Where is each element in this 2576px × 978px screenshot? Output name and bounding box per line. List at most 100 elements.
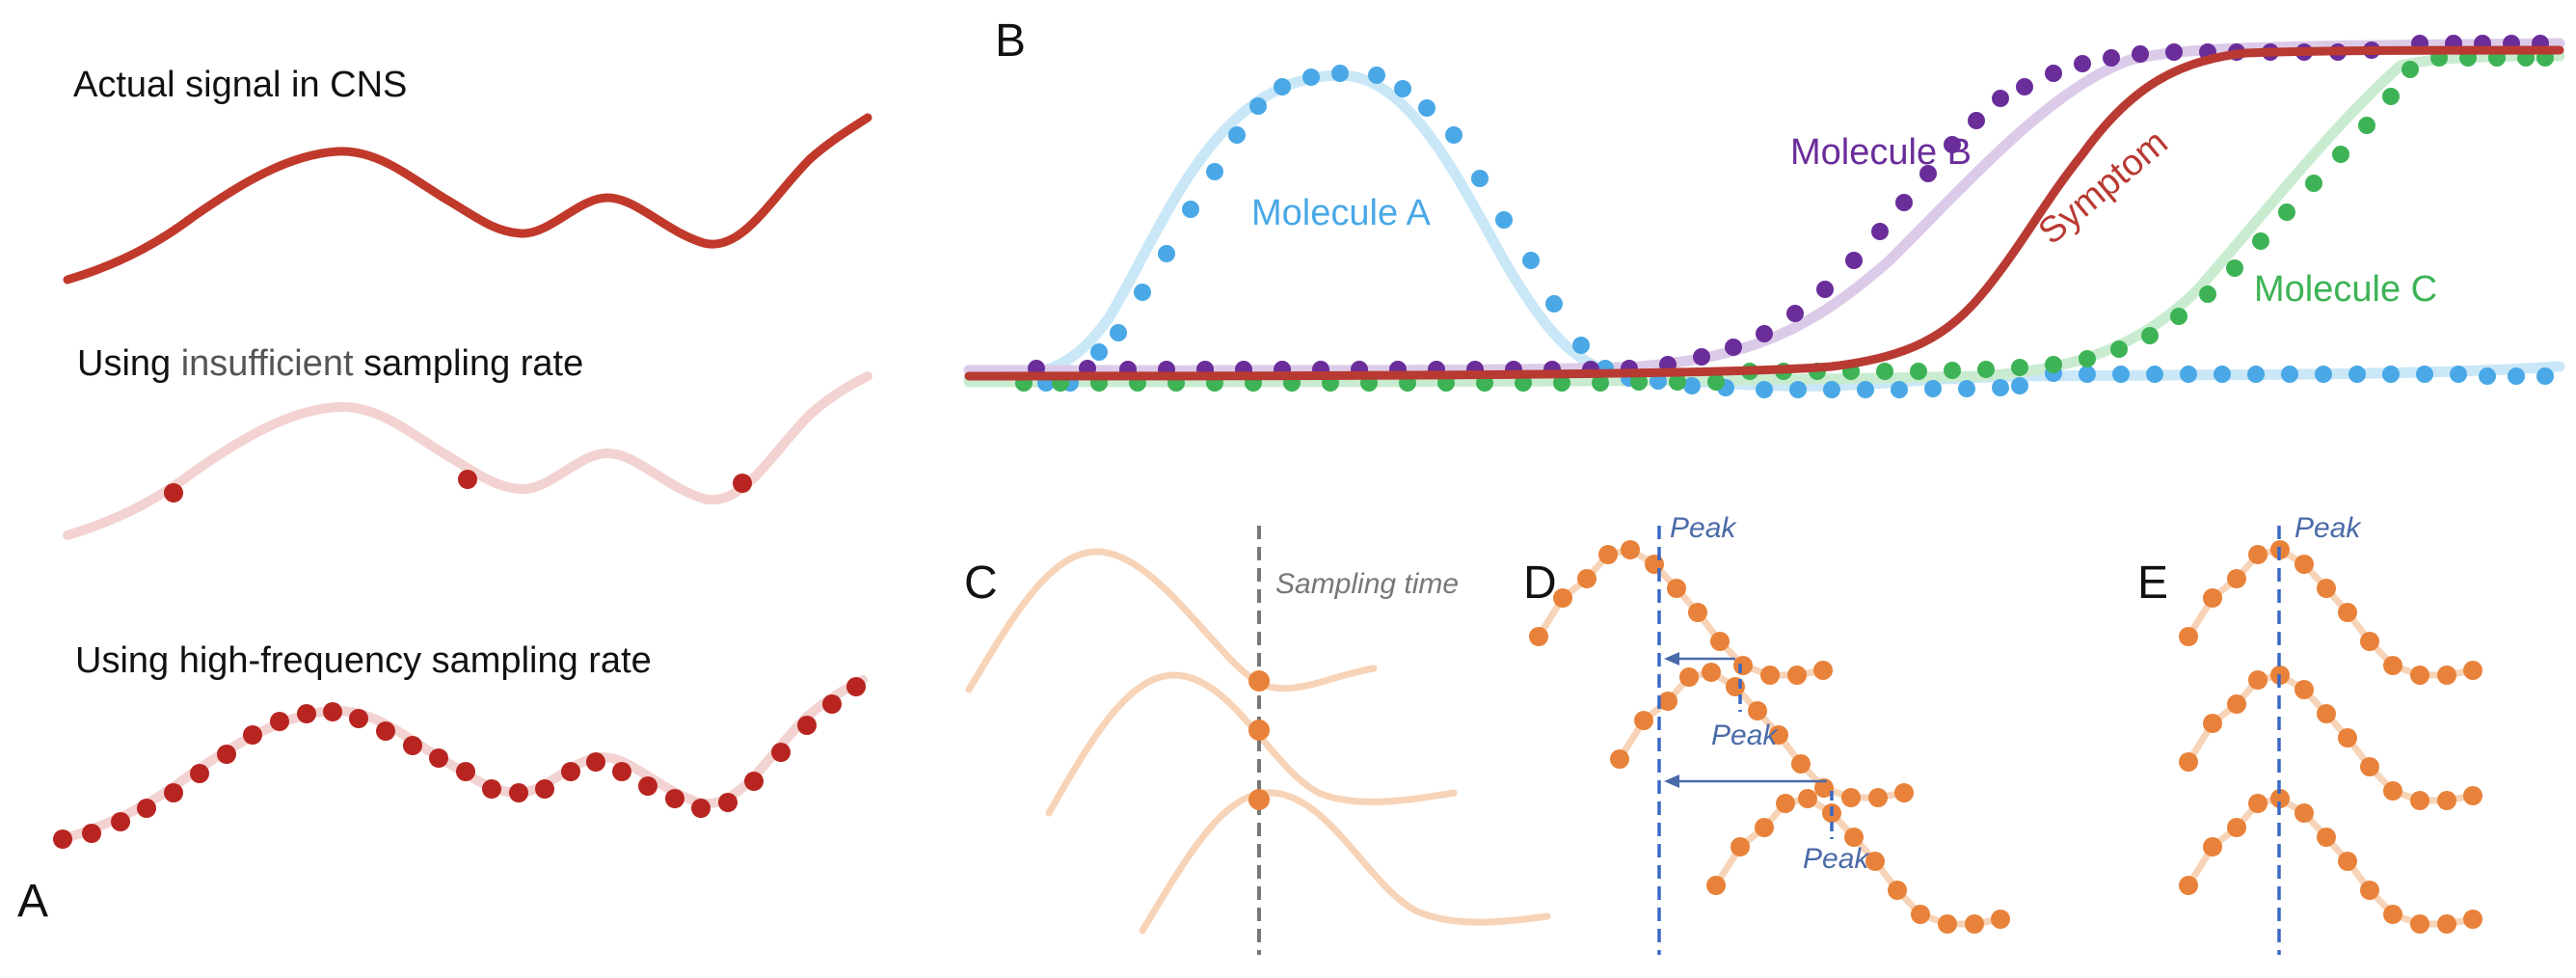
molecule-a-dot [1992, 379, 2009, 396]
molecule-a-dot [1206, 163, 1223, 180]
sample-dot [1787, 666, 1807, 685]
molecule-a-dot [1331, 65, 1349, 82]
peak-curves-d [1529, 540, 2010, 934]
peak-label-d-2: Peak [1711, 720, 1779, 751]
sample-dot [2270, 789, 2290, 808]
sample-dot [1529, 627, 1548, 646]
sample-dot [2463, 910, 2482, 929]
sample-dot [1710, 632, 1730, 651]
molecule-a-dot [1134, 284, 1151, 301]
sample-dot [822, 694, 842, 714]
peak-label-d-1: Peak [1670, 512, 1737, 544]
sample-dot [82, 824, 101, 843]
sample-dot [2227, 694, 2246, 714]
molecule-c-dot [2305, 175, 2322, 192]
sample-dot [1888, 881, 1907, 900]
sample-dot [2360, 632, 2379, 651]
dense-sample-dots [53, 677, 866, 849]
molecule-b-dot [1992, 90, 2009, 107]
molecule-c-dot [2226, 259, 2243, 277]
molecule-a-dot [1572, 337, 1590, 354]
molecule-a-dot [2011, 377, 2028, 394]
sample-dot [1814, 778, 1834, 798]
label-molecule-c: Molecule C [2254, 269, 2437, 310]
molecule-a-dot [1823, 381, 1840, 398]
sample-dot [744, 772, 764, 791]
label-molecule-b: Molecule B [1790, 132, 1972, 173]
sample-dot [2383, 656, 2402, 675]
molecule-c-dot [2358, 117, 2375, 134]
sparse-sample-dots [164, 470, 752, 503]
sample-dot [429, 748, 448, 768]
sample-dot [2437, 666, 2456, 685]
sample-dot [1598, 545, 1618, 564]
sample-dot [137, 799, 156, 818]
molecule-b-dot [2132, 45, 2149, 63]
sample-dot [1702, 663, 1721, 682]
sample-dot [1868, 788, 1888, 807]
peak-curve [2185, 546, 2477, 679]
molecule-a-dot [2416, 366, 2433, 383]
sample-dot [53, 829, 72, 849]
sample-dot [323, 702, 342, 721]
sample-dot [1938, 914, 1957, 934]
molecule-a-dot [1891, 381, 1908, 398]
panel-a: Actual signal in CNS Using insufficient … [17, 65, 872, 927]
molecule-c-dot [1977, 361, 1995, 378]
sample-dot [1760, 666, 1780, 685]
molecule-b-dot [1968, 112, 1985, 129]
molecule-b-dot [1693, 348, 1710, 366]
curve-c-3 [1139, 789, 1551, 935]
symptom-curve [964, 45, 2564, 381]
panel-b: B Molecule A Molecule B Molecule C Sympt… [963, 15, 2565, 398]
panel-letter-b: B [995, 15, 1026, 67]
molecule-a-dot [2281, 366, 2298, 383]
sample-dot [2294, 803, 2314, 823]
sample-dot [458, 470, 477, 489]
insufficient-word: insufficient [181, 343, 354, 384]
molecule-c-dot [2079, 350, 2096, 367]
sample-dot [1667, 579, 1686, 598]
sample-dot [2317, 579, 2336, 598]
molecule-c-dot [1630, 373, 1648, 391]
sample-dot [535, 779, 554, 799]
shift-arrowhead-d-1 [1664, 652, 1679, 666]
panel-letter-d: D [1523, 557, 1557, 609]
sample-dot [243, 725, 262, 745]
molecule-c-dot [1669, 373, 1686, 391]
sample-dot [2227, 569, 2246, 588]
sample-dot [2437, 914, 2456, 934]
molecule-c-dot [1876, 363, 1893, 380]
peak-label-e: Peak [2294, 512, 2362, 544]
molecule-a-dot [2079, 366, 2096, 383]
sample-dot [2203, 714, 2222, 733]
panel-letter-a: A [17, 876, 48, 927]
molecule-a-dot [1418, 99, 1436, 117]
label-molecule-a: Molecule A [1251, 193, 1432, 233]
molecule-a-dot [1368, 67, 1385, 84]
molecule-a-dot [2180, 366, 2197, 383]
faint-signal-curve-dense [58, 675, 868, 844]
sample-dot [2203, 588, 2222, 608]
sample-dot [2383, 905, 2402, 924]
sample-dot [2179, 752, 2198, 772]
molecule-c-dot [1553, 374, 1570, 392]
faint-signal-curve [63, 371, 872, 540]
sample-dot [217, 745, 236, 764]
sample-dot [586, 752, 605, 772]
molecule-a-dot [1495, 211, 1513, 229]
sample-dot [612, 762, 631, 781]
molecule-a-dot [2315, 366, 2332, 383]
molecule-a-dot [1958, 380, 1975, 397]
sample-dot [164, 483, 183, 503]
molecule-c-dot [2278, 204, 2295, 221]
shift-arrowhead-d-2 [1664, 774, 1679, 788]
molecule-b-dot [1786, 305, 1804, 322]
sample-dot [2248, 545, 2267, 564]
molecule-a-dot [1249, 97, 1267, 115]
sample-dot [2227, 818, 2246, 837]
molecule-a-dot [1522, 252, 1540, 269]
sample-dot [482, 779, 501, 799]
sample-dot [2248, 670, 2267, 690]
